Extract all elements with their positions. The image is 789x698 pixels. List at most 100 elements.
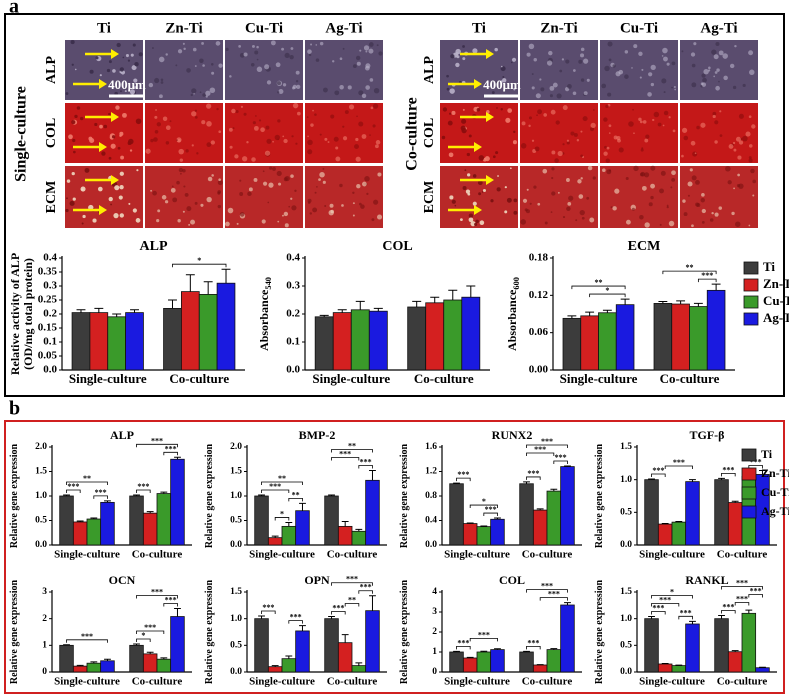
texture — [701, 208, 706, 214]
texture — [570, 131, 575, 136]
y-tick-label: 4 — [432, 587, 437, 597]
error-bar — [412, 300, 422, 307]
texture — [674, 88, 677, 91]
scale-bar-label: 400μm — [483, 77, 521, 92]
bar — [425, 302, 445, 371]
texture — [110, 143, 116, 149]
texture — [638, 51, 643, 56]
panel-a-frame — [4, 13, 785, 397]
texture — [712, 114, 716, 119]
texture — [691, 63, 696, 68]
texture — [356, 115, 358, 118]
significance-bracket — [331, 457, 360, 461]
bar — [490, 518, 505, 546]
significance-bracket — [66, 481, 108, 486]
texture — [277, 91, 280, 94]
texture — [235, 109, 239, 114]
significance-label: *** — [750, 586, 762, 595]
texture — [364, 176, 370, 182]
y-axis-label-text: Relative gene expression — [204, 579, 215, 684]
x-tick-label: Single-culture — [444, 676, 510, 688]
texture — [608, 169, 612, 172]
texture — [172, 197, 178, 203]
significance-label: *** — [165, 444, 177, 453]
texture — [108, 60, 112, 64]
y-tick-label: 1.0 — [35, 491, 47, 501]
bar — [644, 479, 659, 546]
significance-label: *** — [346, 575, 358, 584]
x-tick-label: Co-culture — [717, 676, 768, 688]
bar — [671, 521, 687, 546]
texture — [534, 146, 540, 152]
bar — [324, 618, 339, 673]
texture — [352, 202, 355, 205]
texture — [645, 134, 650, 139]
texture — [354, 144, 359, 150]
texture — [217, 204, 222, 209]
bar — [142, 512, 158, 546]
bar — [685, 623, 700, 673]
texture — [284, 175, 290, 182]
texture — [544, 221, 548, 225]
texture — [127, 59, 131, 62]
arrow-head — [99, 79, 107, 89]
texture — [711, 211, 714, 215]
texture — [657, 122, 662, 127]
texture — [537, 202, 541, 206]
error-bar — [711, 283, 721, 291]
row-label: ECM — [422, 181, 437, 214]
legend-label: Ag-Ti — [763, 310, 789, 325]
texture — [590, 127, 595, 132]
significance-label: ** — [292, 490, 300, 499]
significance-bracket — [483, 512, 498, 517]
error-bar — [731, 500, 739, 503]
error-bar — [299, 502, 306, 511]
error-bar — [258, 494, 265, 496]
legend-label: Cu-Ti — [763, 293, 789, 308]
texture — [687, 181, 693, 187]
texture — [190, 93, 193, 97]
chart-title: TGF-β — [690, 428, 725, 442]
significance-bracket — [748, 594, 763, 598]
texture — [341, 204, 344, 207]
y-tick-label: 0.00 — [529, 364, 549, 376]
texture — [504, 186, 507, 189]
arrow-head — [111, 49, 119, 59]
texture — [352, 64, 357, 69]
texture — [616, 135, 621, 141]
texture — [624, 50, 629, 54]
texture — [509, 167, 512, 170]
y-tick-label: 2 — [432, 627, 437, 637]
texture — [361, 134, 367, 139]
texture — [673, 85, 676, 89]
x-tick-label: Co-culture — [522, 676, 573, 688]
y-tick-label: 0.0 — [620, 540, 632, 550]
texture — [364, 65, 370, 71]
texture — [671, 177, 676, 182]
bar — [350, 309, 370, 371]
texture — [531, 86, 535, 90]
texture — [748, 158, 753, 163]
texture — [718, 206, 723, 210]
texture — [160, 78, 164, 82]
texture — [441, 135, 446, 140]
texture — [607, 92, 612, 97]
texture — [225, 221, 230, 227]
texture — [573, 132, 578, 137]
error-bar — [585, 311, 595, 316]
texture — [307, 135, 309, 138]
texture — [150, 138, 154, 143]
texture — [484, 156, 490, 162]
texture — [648, 202, 653, 207]
significance-bracket — [331, 582, 373, 586]
texture — [315, 44, 318, 46]
texture — [491, 91, 495, 94]
texture — [681, 127, 688, 133]
texture — [69, 200, 75, 206]
error-bar — [203, 281, 213, 295]
bar — [267, 537, 283, 546]
bar — [365, 610, 380, 673]
texture — [183, 185, 186, 188]
texture — [276, 170, 282, 177]
significance-label: *** — [165, 596, 177, 605]
